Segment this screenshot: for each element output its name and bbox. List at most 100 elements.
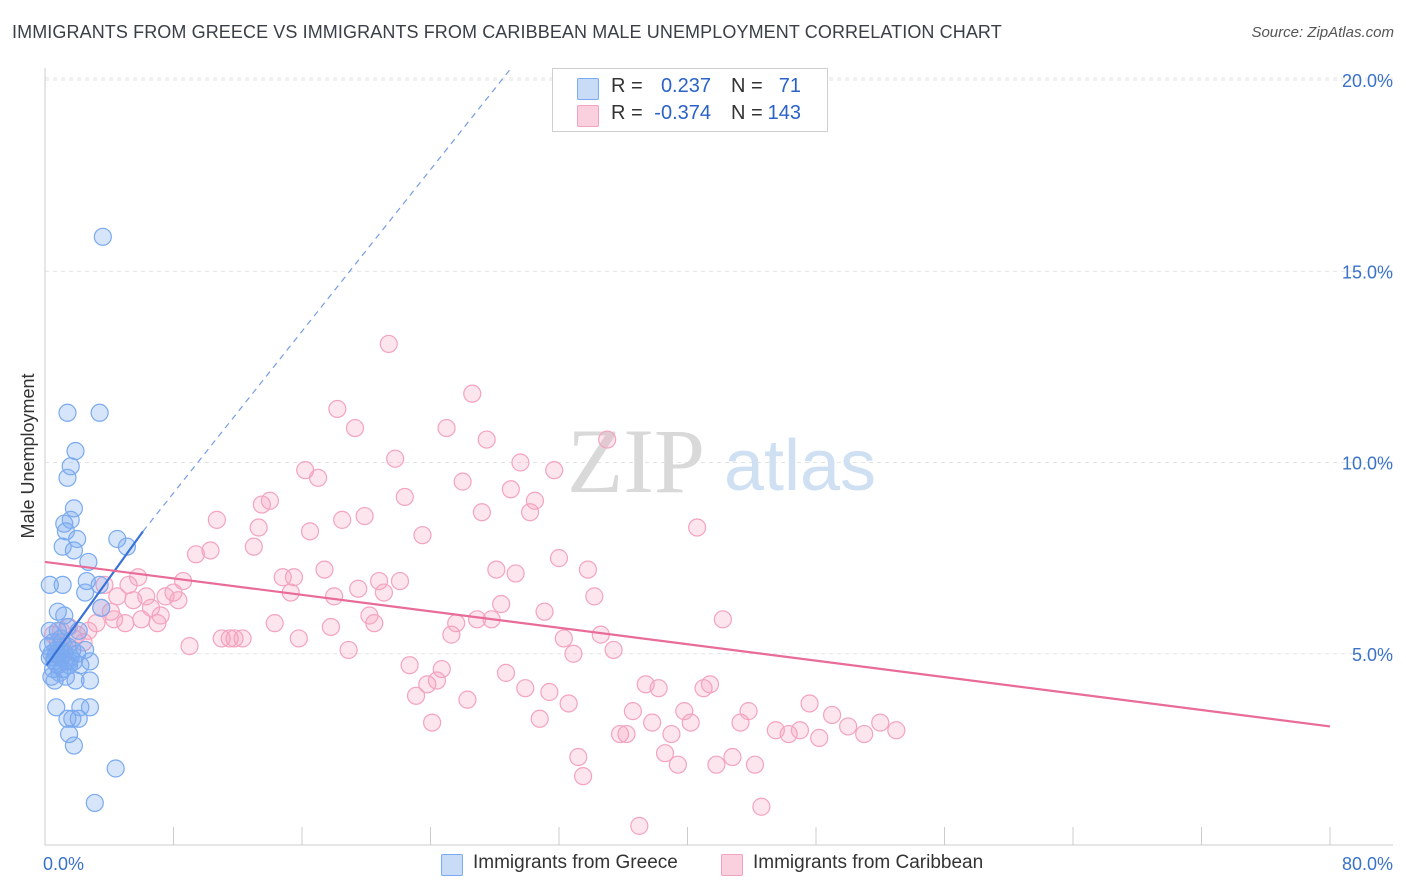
caribbean-point	[220, 629, 239, 648]
y-tick-labels: 5.0% 10.0% 15.0% 20.0%	[1342, 71, 1393, 665]
greece-point	[108, 529, 127, 549]
caribbean-point	[752, 797, 771, 816]
greece-point	[80, 671, 100, 690]
caribbean-point	[321, 617, 341, 637]
chart-title: IMMIGRANTS FROM GREECE VS IMMIGRANTS FRO…	[12, 22, 1002, 42]
caribbean-point	[887, 721, 906, 740]
caribbean-point	[315, 560, 334, 579]
caribbean-point	[432, 659, 451, 679]
greece-point	[56, 522, 75, 541]
caribbean-point	[700, 675, 720, 694]
caribbean-point	[530, 709, 549, 728]
greece-point	[106, 759, 125, 778]
greece-point	[64, 541, 84, 560]
greece-point	[53, 537, 72, 556]
caribbean-point	[365, 614, 384, 633]
caribbean-point	[244, 537, 263, 556]
caribbean-point	[116, 614, 135, 633]
greece-legend-label: Immigrants from Greece	[473, 852, 678, 873]
caribbean-point	[151, 606, 170, 625]
caribbean-point	[506, 564, 525, 583]
greece-point	[59, 724, 79, 744]
legend-r-value: 0.237	[660, 75, 711, 97]
caribbean-point	[662, 724, 681, 744]
caribbean-point	[423, 713, 442, 732]
y-tick-label: 20.0%	[1342, 71, 1393, 91]
caribbean-point	[442, 625, 461, 644]
caribbean-point	[333, 510, 352, 529]
caribbean-point	[492, 594, 511, 614]
x-tick-label-min: 0.0%	[43, 854, 84, 874]
caribbean-point	[855, 724, 874, 744]
legend-r-value: -0.374	[654, 102, 711, 124]
caribbean-point	[300, 522, 320, 541]
legend-n-value: 143	[767, 102, 801, 124]
y-axis-label: Male Unemployment	[18, 373, 38, 538]
caribbean-point	[623, 702, 642, 721]
trend-lines	[44, 68, 1331, 728]
watermark-zip: ZIP	[567, 410, 705, 512]
grid-lines	[45, 77, 1393, 655]
legend-n-label: N =	[731, 75, 763, 97]
axes	[44, 68, 1393, 846]
legend-n-label: N =	[731, 102, 763, 124]
caribbean-point	[370, 571, 389, 591]
caribbean-point	[413, 526, 432, 545]
greece-legend-swatch	[441, 854, 463, 876]
caribbean-point	[487, 560, 506, 579]
caribbean-point	[707, 755, 726, 774]
caribbean-point	[810, 728, 829, 748]
caribbean-point	[406, 686, 426, 705]
caribbean-point	[578, 560, 598, 579]
caribbean-point	[739, 702, 758, 721]
y-tick-label: 10.0%	[1342, 454, 1393, 474]
caribbean-swatch	[577, 105, 599, 127]
caribbean-point	[604, 640, 623, 660]
caribbean-point	[477, 430, 496, 449]
caribbean-legend-label: Immigrants from Caribbean	[753, 852, 984, 873]
greece-points	[39, 227, 137, 813]
greece-point	[61, 457, 80, 476]
caribbean-point	[501, 480, 520, 499]
caribbean-point	[207, 510, 226, 529]
caribbean-point	[345, 418, 365, 438]
caribbean-point	[104, 610, 124, 629]
caribbean-point	[564, 644, 583, 663]
caribbean-point	[265, 614, 284, 633]
caribbean-point	[186, 545, 206, 564]
greece-point	[58, 468, 77, 487]
caribbean-point	[655, 744, 675, 763]
caribbean-point	[390, 571, 410, 591]
caribbean-point	[463, 384, 482, 403]
caribbean-point	[349, 579, 368, 598]
greece-point	[66, 671, 85, 690]
caribbean-point	[800, 694, 819, 713]
caribbean-point	[395, 487, 414, 507]
greece-point	[53, 575, 72, 595]
caribbean-point	[713, 610, 732, 629]
caribbean-point	[289, 629, 308, 648]
caribbean-point	[141, 598, 161, 617]
caribbean-point	[573, 767, 593, 786]
caribbean-point	[535, 602, 554, 621]
caribbean-points	[43, 334, 906, 835]
greece-swatch	[577, 78, 599, 100]
greece-trend-extension	[142, 68, 512, 532]
caribbean-point	[437, 418, 456, 438]
greece-point	[80, 652, 100, 671]
caribbean-legend-swatch	[721, 854, 743, 876]
caribbean-point	[545, 461, 564, 480]
caribbean-point	[201, 541, 220, 560]
caribbean-point	[688, 518, 707, 537]
caribbean-point	[649, 679, 668, 698]
caribbean-trend-line	[44, 560, 1331, 728]
greece-point	[64, 499, 84, 518]
caribbean-point	[681, 713, 700, 732]
caribbean-point	[427, 671, 447, 690]
caribbean-point	[129, 568, 148, 587]
caribbean-point	[668, 755, 687, 774]
caribbean-point	[284, 568, 304, 587]
caribbean-point	[379, 334, 398, 354]
greece-point	[80, 698, 100, 717]
